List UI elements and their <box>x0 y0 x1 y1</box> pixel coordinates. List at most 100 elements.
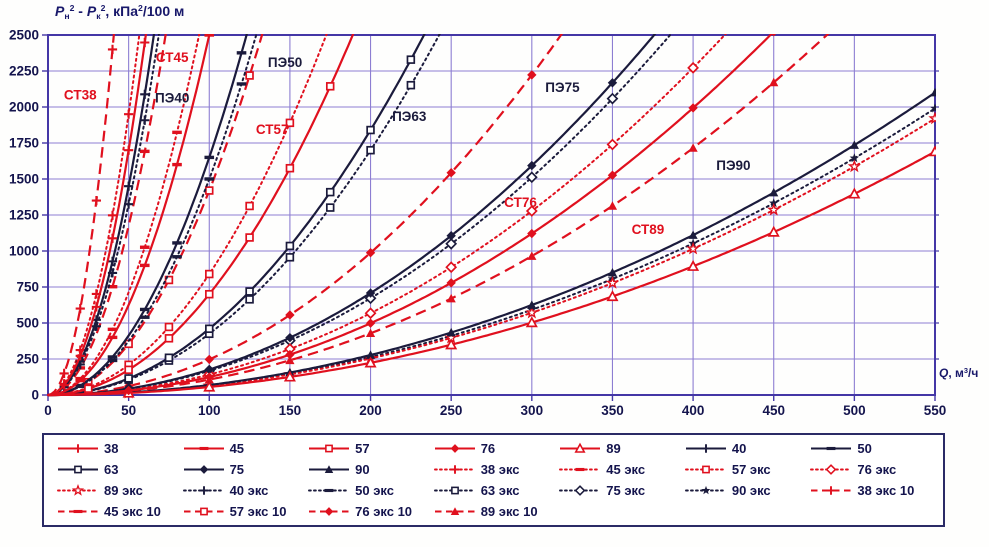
curve-marker <box>164 353 174 362</box>
legend-label: 57 экс 10 <box>229 504 287 519</box>
curve-marker <box>205 289 214 299</box>
curve-marker <box>124 181 134 191</box>
legend-item: 45 экс 10 <box>56 501 182 522</box>
legend-sample <box>183 465 224 474</box>
curve-marker <box>73 509 83 514</box>
curve-marker <box>124 145 134 155</box>
series-path-57 <box>48 34 355 397</box>
curve-marker <box>107 256 118 266</box>
curve-marker <box>446 168 456 178</box>
curve-marker <box>365 318 376 328</box>
curve-marker <box>771 34 777 37</box>
legend-item: 76 экс <box>809 459 935 480</box>
curve-marker <box>139 307 150 312</box>
curve-marker <box>324 488 334 493</box>
curve-marker <box>245 287 254 296</box>
curve-marker <box>445 338 458 350</box>
x-tick-label: 100 <box>198 403 221 418</box>
curve-marker <box>285 355 295 365</box>
curve-marker <box>445 237 458 250</box>
legend-label: 75 экс <box>606 483 646 498</box>
curve-marker <box>825 464 837 475</box>
legend-label: 38 экс <box>480 462 520 477</box>
axis-title-segment: , кПа <box>105 3 139 19</box>
x-tick-label: 150 <box>279 403 302 418</box>
legend-label: 75 <box>229 462 245 477</box>
curve-marker <box>446 293 456 303</box>
legend-item: 45 экс <box>558 459 684 480</box>
legend-item: 45 <box>182 438 308 459</box>
curve-marker <box>525 305 539 319</box>
y-tick-label: 1000 <box>9 244 39 259</box>
series-layer <box>47 34 936 399</box>
x-tick-label: 400 <box>682 403 705 418</box>
curve-marker <box>84 384 93 393</box>
curve-marker <box>124 374 133 383</box>
curve-marker <box>687 259 700 271</box>
curve-marker <box>446 327 456 337</box>
curve-marker <box>107 44 118 54</box>
x-tick-label: 300 <box>521 403 544 418</box>
curve-marker <box>140 89 150 99</box>
legend: 38 45 57 76 89 40 50 63 75 90 38 экс 45 экс 57 экс 76… <box>42 433 945 527</box>
curve-marker <box>325 203 335 212</box>
curve-marker <box>701 465 710 474</box>
y-tick-label: 1250 <box>9 208 39 223</box>
legend-label: 45 экс <box>606 462 646 477</box>
curve-marker <box>204 177 215 181</box>
curve-label-СТ38: СТ38 <box>64 87 97 102</box>
curve-marker <box>446 278 456 288</box>
curve-marker <box>285 332 295 343</box>
legend-sample <box>684 485 727 495</box>
legend-label: 89 экс <box>104 483 143 498</box>
curve-marker <box>364 292 377 305</box>
legend-item: 90 <box>307 459 433 480</box>
curve-marker <box>324 507 334 516</box>
curve-marker <box>107 335 118 340</box>
legend-sample <box>309 444 350 453</box>
x-tick-label: 50 <box>121 403 136 418</box>
curve-marker <box>607 78 618 88</box>
curve-label-ПЭ75: ПЭ75 <box>545 80 580 95</box>
legend-item: 90 экс <box>684 480 810 501</box>
curve-marker <box>139 315 150 319</box>
legend-sample <box>182 486 225 495</box>
series-path-76 <box>48 34 773 397</box>
legend-sample <box>684 465 727 474</box>
curve-marker <box>172 162 182 167</box>
curve-marker <box>245 295 254 304</box>
legend-item: 40 <box>684 438 810 459</box>
series-path-50-экс <box>47 34 258 396</box>
series-path-75-экс <box>47 34 673 396</box>
legend-item: 75 <box>182 459 308 480</box>
curve-marker <box>164 275 174 285</box>
y-tick-label: 0 <box>31 388 39 403</box>
x-tick-label: 550 <box>924 403 947 418</box>
curve-marker <box>688 143 698 152</box>
curve-marker <box>325 444 334 453</box>
series-path-50 <box>47 34 248 397</box>
legend-item: 89 <box>558 438 684 459</box>
legend-item: 75 экс <box>558 480 684 501</box>
curve-marker <box>364 307 377 320</box>
curve-marker <box>688 230 698 239</box>
curve-marker <box>172 255 182 259</box>
curve-marker <box>527 300 537 309</box>
curve-marker <box>75 383 86 388</box>
curve-marker <box>199 465 208 474</box>
curve-marker <box>606 92 619 105</box>
curve-marker <box>107 327 118 332</box>
series-path-40-экс <box>47 34 160 396</box>
legend-item: 63 <box>56 459 182 480</box>
curve-marker <box>366 145 375 155</box>
curve-marker <box>605 276 620 289</box>
curve-marker <box>769 198 779 208</box>
curve-marker <box>285 253 295 262</box>
y-tick-label: 500 <box>16 316 39 331</box>
curve-marker <box>204 155 215 160</box>
curve-label-ПЭ63: ПЭ63 <box>392 109 427 124</box>
axis-title-segment: 2 <box>100 3 106 14</box>
curve-marker <box>205 269 214 279</box>
curve-marker <box>199 486 208 495</box>
curve-marker <box>325 187 335 197</box>
